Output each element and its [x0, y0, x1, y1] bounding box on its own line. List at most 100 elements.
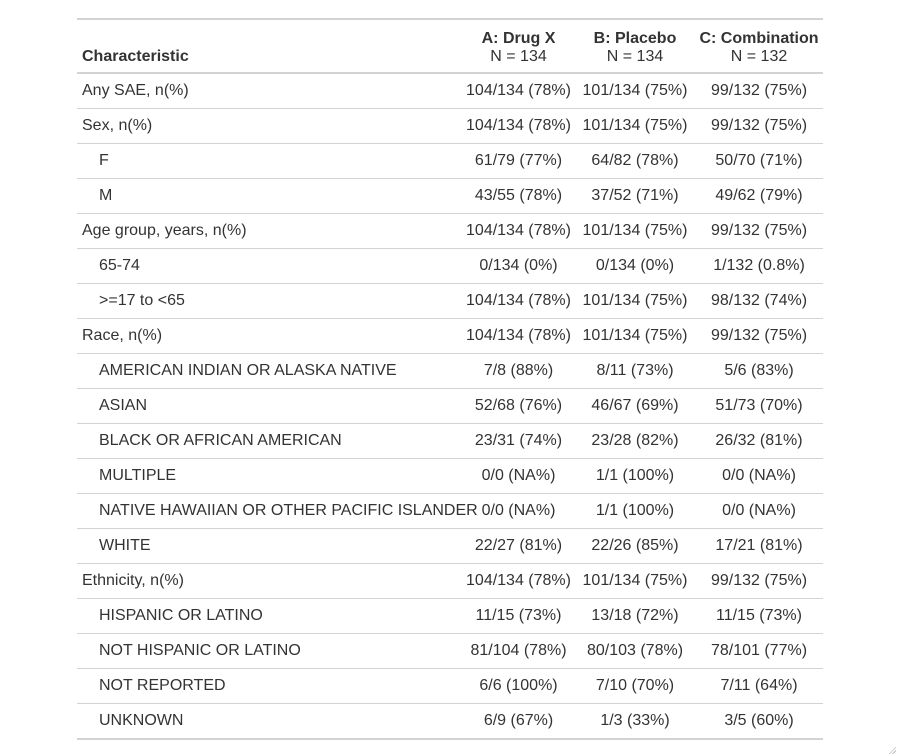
table-row: HISPANIC OR LATINO 11/15 (73%) 13/18 (72%)…: [77, 599, 823, 634]
cell-arm-a: 7/8 (88%): [483, 362, 554, 379]
cell-arm-c: 78/101 (77%): [710, 642, 808, 659]
cell-arm-c: 5/6 (83%): [724, 362, 794, 379]
cell-arm-c: 49/62 (79%): [715, 187, 803, 204]
cell-arm-a: 6/9 (67%): [483, 712, 554, 729]
cell-arm-b: 101/134 (75%): [582, 292, 688, 309]
row-sublabel: >=17 to <65: [99, 292, 185, 309]
cell-arm-c: 0/0 (NA%): [722, 502, 796, 519]
table-row: Sex, n(%) 104/134 (78%) 101/134 (75%) 99/13…: [77, 109, 823, 144]
cell-arm-b: 37/52 (71%): [591, 187, 679, 204]
cell-arm-a: 61/79 (77%): [474, 152, 563, 169]
cell-arm-a: 43/55 (78%): [474, 187, 563, 204]
row-sublabel: M: [99, 187, 113, 204]
row-sublabel: NOT HISPANIC OR LATINO: [99, 642, 301, 659]
arm-c-name: C: Combination: [699, 30, 819, 47]
table-row: 65-74 0/134 (0%) 0/134 (0%) 1/132 (0.8%): [77, 249, 823, 284]
table-row: NOT REPORTED 6/6 (100%) 7/10 (70%) 7/11 (64…: [77, 669, 823, 704]
cell-arm-a: 0/134 (0%): [479, 257, 558, 274]
header-arm-b: B: Placebo N = 134: [575, 19, 695, 73]
row-sublabel: UNKNOWN: [99, 712, 184, 729]
cell-arm-c: 99/132 (75%): [710, 222, 808, 239]
cell-arm-b: 1/3 (33%): [600, 712, 670, 729]
cell-arm-b: 13/18 (72%): [591, 607, 679, 624]
header-arm-a: A: Drug X N = 134: [462, 19, 575, 73]
table-row: M 43/55 (78%) 37/52 (71%) 49/62 (79%): [77, 179, 823, 214]
cell-arm-b: 7/10 (70%): [595, 677, 675, 694]
cell-arm-c: 1/132 (0.8%): [713, 257, 805, 274]
cell-arm-a: 52/68 (76%): [474, 397, 563, 414]
cell-arm-c: 99/132 (75%): [710, 82, 808, 99]
cell-arm-c: 99/132 (75%): [710, 117, 808, 134]
row-sublabel: NOT REPORTED: [99, 677, 226, 694]
arm-b-n: N = 134: [606, 48, 664, 65]
cell-arm-a: 23/31 (74%): [474, 432, 563, 449]
row-sublabel: ASIAN: [99, 397, 148, 414]
summary-table-container: Characteristic A: Drug X N = 134 B: Plac…: [77, 18, 823, 740]
row-label: Ethnicity, n(%): [82, 572, 184, 589]
table-row: Any SAE, n(%) 104/134 (78%) 101/134 (75%) 9…: [77, 73, 823, 109]
cell-arm-b: 8/11 (73%): [596, 362, 674, 379]
table-body: Any SAE, n(%) 104/134 (78%) 101/134 (75%) 9…: [77, 73, 823, 739]
cell-arm-a: 0/0 (NA%): [481, 467, 556, 484]
row-label: Age group, years, n(%): [82, 222, 247, 239]
arm-a-n: N = 134: [490, 48, 547, 65]
header-arm-c: C: Combination N = 132: [695, 19, 823, 73]
summary-table: Characteristic A: Drug X N = 134 B: Plac…: [77, 18, 823, 740]
arm-a-name: A: Drug X: [481, 30, 556, 47]
cell-arm-b: 101/134 (75%): [582, 117, 688, 134]
arm-b-name: B: Placebo: [593, 30, 677, 47]
cell-arm-b: 23/28 (82%): [591, 432, 679, 449]
table-row: MULTIPLE 0/0 (NA%) 1/1 (100%) 0/0 (NA%): [77, 459, 823, 494]
cell-arm-b: 101/134 (75%): [582, 222, 688, 239]
cell-arm-b: 101/134 (75%): [582, 327, 688, 344]
cell-arm-c: 99/132 (75%): [710, 327, 808, 344]
table-row: NOT HISPANIC OR LATINO 81/104 (78%) 80/103…: [77, 634, 823, 669]
row-sublabel: BLACK OR AFRICAN AMERICAN: [99, 432, 342, 449]
cell-arm-c: 3/5 (60%): [724, 712, 794, 729]
table-row: AMERICAN INDIAN OR ALASKA NATIVE 7/8 (88%…: [77, 354, 823, 389]
cell-arm-c: 7/11 (64%): [720, 677, 798, 694]
header-characteristic: Characteristic: [82, 48, 189, 65]
cell-arm-b: 0/134 (0%): [595, 257, 675, 274]
table-row: ASIAN 52/68 (76%) 46/67 (69%) 51/73 (70%): [77, 389, 823, 424]
cell-arm-b: 1/1 (100%): [595, 467, 675, 484]
cell-arm-a: 104/134 (78%): [466, 572, 571, 589]
cell-arm-a: 11/15 (73%): [475, 607, 562, 624]
cell-arm-a: 104/134 (78%): [466, 222, 571, 239]
cell-arm-a: 81/104 (78%): [470, 642, 567, 659]
cell-arm-b: 22/26 (85%): [591, 537, 679, 554]
cell-arm-b: 46/67 (69%): [591, 397, 679, 414]
cell-arm-a: 0/0 (NA%): [481, 502, 556, 519]
cell-arm-a: 104/134 (78%): [466, 292, 571, 309]
resize-grip-icon[interactable]: [888, 746, 896, 754]
table-row: Age group, years, n(%) 104/134 (78%) 101/1…: [77, 214, 823, 249]
cell-arm-b: 101/134 (75%): [582, 82, 688, 99]
cell-arm-c: 51/73 (70%): [715, 397, 803, 414]
row-sublabel: F: [99, 152, 109, 169]
cell-arm-b: 64/82 (78%): [591, 152, 679, 169]
cell-arm-b: 1/1 (100%): [595, 502, 675, 519]
row-sublabel: 65-74: [99, 257, 140, 274]
row-sublabel: HISPANIC OR LATINO: [99, 607, 263, 624]
table-row: Ethnicity, n(%) 104/134 (78%) 101/134 (75%…: [77, 564, 823, 599]
header-row: Characteristic A: Drug X N = 134 B: Plac…: [77, 19, 823, 73]
row-sublabel: WHITE: [99, 537, 151, 554]
cell-arm-a: 104/134 (78%): [466, 117, 571, 134]
row-label: Any SAE, n(%): [82, 82, 189, 99]
row-label: Sex, n(%): [82, 117, 153, 134]
table-row: WHITE 22/27 (81%) 22/26 (85%) 17/21 (81%): [77, 529, 823, 564]
table-row: F 61/79 (77%) 64/82 (78%) 50/70 (71%): [77, 144, 823, 179]
cell-arm-c: 99/132 (75%): [710, 572, 808, 589]
cell-arm-a: 104/134 (78%): [466, 82, 571, 99]
row-sublabel: NATIVE HAWAIIAN OR OTHER PACIFIC ISLANDE…: [99, 502, 478, 519]
cell-arm-c: 11/15 (73%): [716, 607, 802, 624]
table-row: UNKNOWN 6/9 (67%) 1/3 (33%) 3/5 (60%): [77, 704, 823, 739]
cell-arm-a: 22/27 (81%): [474, 537, 563, 554]
cell-arm-c: 26/32 (81%): [715, 432, 803, 449]
table-row: Race, n(%) 104/134 (78%) 101/134 (75%) 99/1…: [77, 319, 823, 354]
row-sublabel: MULTIPLE: [99, 467, 177, 484]
table-row: >=17 to <65 104/134 (78%) 101/134 (75%) 98/…: [77, 284, 823, 319]
cell-arm-c: 50/70 (71%): [715, 152, 803, 169]
row-sublabel: AMERICAN INDIAN OR ALASKA NATIVE: [99, 362, 397, 379]
cell-arm-c: 98/132 (74%): [710, 292, 808, 309]
